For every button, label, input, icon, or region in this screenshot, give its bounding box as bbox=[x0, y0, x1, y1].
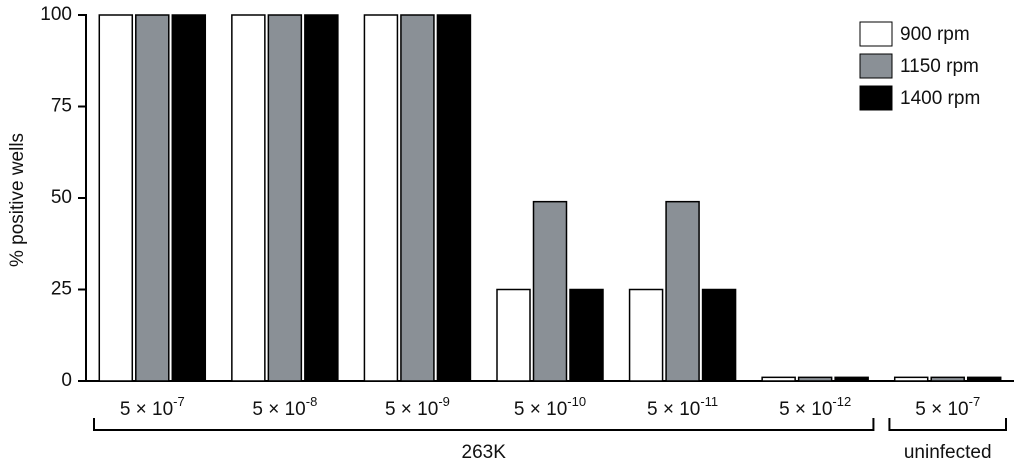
bar bbox=[797, 376, 833, 382]
x-tick-label: 5 × 10-7 bbox=[120, 394, 185, 420]
bar bbox=[231, 14, 266, 382]
x-tick-label-base: 5 × 10 bbox=[514, 399, 567, 420]
group-label: 263K bbox=[462, 442, 507, 463]
y-tick-label: 0 bbox=[61, 370, 72, 391]
x-tick-label: 5 × 10-10 bbox=[514, 394, 586, 420]
y-tick-label: 75 bbox=[51, 96, 72, 117]
x-tick-label-base: 5 × 10 bbox=[120, 399, 173, 420]
legend-swatch bbox=[859, 53, 893, 79]
bar bbox=[400, 14, 435, 382]
x-tick-label: 5 × 10-11 bbox=[647, 394, 718, 420]
bar bbox=[569, 288, 604, 382]
x-tick-label: 5 × 10-8 bbox=[252, 394, 317, 420]
bar bbox=[665, 200, 700, 382]
legend-label: 1400 rpm bbox=[900, 88, 980, 109]
x-tick-label-base: 5 × 10 bbox=[252, 399, 305, 420]
x-tick-label-exponent: -12 bbox=[832, 394, 851, 409]
x-tick-label: 5 × 10-7 bbox=[915, 394, 980, 420]
x-tick-label-exponent: -10 bbox=[567, 394, 586, 409]
x-tick-label-exponent: -11 bbox=[700, 394, 718, 409]
x-tick-label-base: 5 × 10 bbox=[647, 399, 700, 420]
legend-swatch bbox=[859, 21, 893, 47]
bar bbox=[135, 14, 170, 382]
y-tick-label: 50 bbox=[51, 187, 72, 208]
group-bracket bbox=[93, 418, 875, 431]
bar bbox=[628, 288, 664, 382]
bar bbox=[267, 14, 303, 382]
x-tick-label: 5 × 10-12 bbox=[779, 394, 851, 420]
y-tick-label: 100 bbox=[40, 4, 72, 25]
bar bbox=[761, 376, 796, 382]
bar bbox=[171, 14, 207, 382]
x-tick-label-exponent: -7 bbox=[173, 394, 185, 409]
group-bracket bbox=[888, 418, 1007, 431]
x-tick-label-base: 5 × 10 bbox=[385, 399, 438, 420]
x-tick-label: 5 × 10-9 bbox=[385, 394, 450, 420]
bar bbox=[893, 376, 929, 382]
x-tick-label-exponent: -7 bbox=[969, 394, 981, 409]
bar bbox=[966, 376, 1002, 382]
bar bbox=[834, 376, 869, 382]
legend-label: 1150 rpm bbox=[900, 56, 979, 77]
bar bbox=[304, 14, 339, 382]
y-axis-title: % positive wells bbox=[7, 133, 28, 267]
x-tick-label-base: 5 × 10 bbox=[779, 399, 832, 420]
bar bbox=[701, 288, 737, 382]
bar bbox=[98, 14, 134, 382]
bar bbox=[436, 14, 472, 382]
group-label: uninfected bbox=[904, 442, 992, 463]
x-tick-label-base: 5 × 10 bbox=[915, 399, 968, 420]
legend-swatch bbox=[859, 85, 893, 111]
x-tick-label-exponent: -9 bbox=[438, 394, 450, 409]
legend-label: 900 rpm bbox=[900, 24, 970, 45]
y-tick-label: 25 bbox=[51, 279, 72, 300]
bar bbox=[930, 376, 965, 382]
bar bbox=[532, 200, 568, 382]
x-tick-label-exponent: -8 bbox=[306, 394, 318, 409]
bar bbox=[496, 288, 531, 382]
bar bbox=[363, 14, 399, 382]
